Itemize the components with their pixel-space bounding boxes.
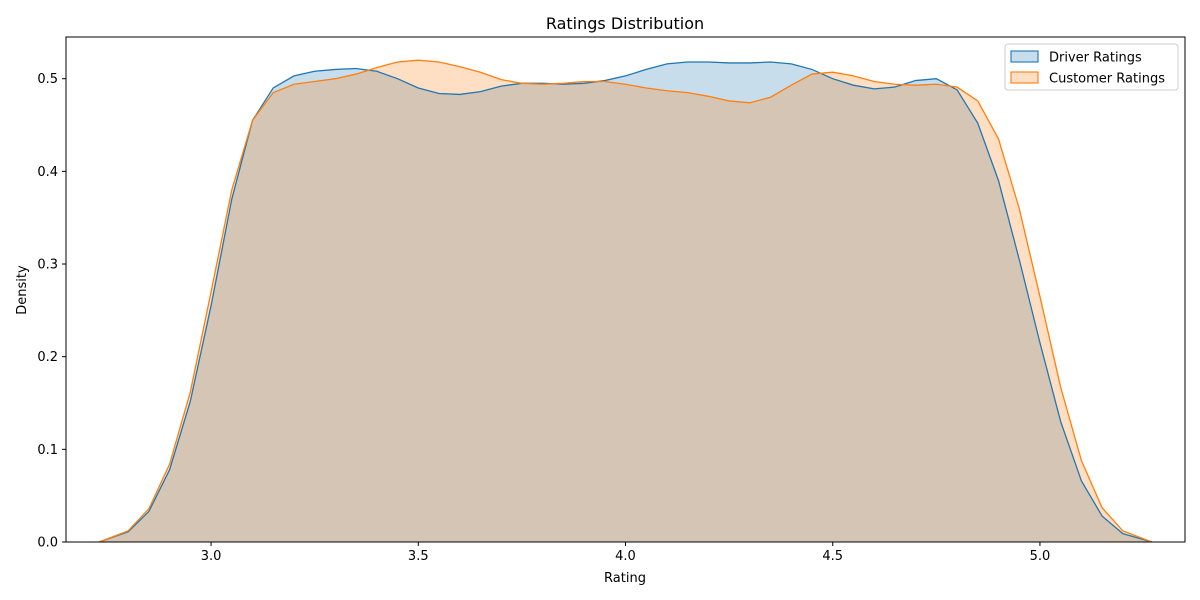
legend-label: Driver Ratings (1049, 51, 1142, 66)
x-tick-label: 4.0 (615, 549, 636, 564)
y-tick-label: 0.3 (37, 258, 58, 273)
series-line-driver-ratings (98, 61, 1153, 543)
series-area-driver-ratings (99, 62, 1152, 543)
y-tick-label: 0.4 (37, 165, 58, 180)
chart-title: Ratings Distribution (546, 14, 704, 33)
y-tick-label: 0.2 (37, 350, 58, 365)
series-area-customer-ratings (99, 60, 1152, 543)
legend-label: Customer Ratings (1049, 72, 1165, 87)
x-tick-label: 3.0 (201, 549, 222, 564)
legend-swatch-customer-ratings (1010, 71, 1039, 84)
x-tick-label: 5.0 (1030, 549, 1051, 564)
x-tick-label: 4.5 (822, 549, 843, 564)
series-line-customer-ratings (98, 59, 1153, 543)
y-tick-label: 0.1 (37, 443, 58, 458)
x-axis-label: Rating (604, 571, 646, 586)
y-axis-label: Density (15, 265, 30, 315)
legend-box (1004, 43, 1179, 91)
x-tick-label: 3.5 (408, 549, 429, 564)
y-tick-label: 0.0 (37, 536, 58, 551)
legend-swatch-driver-ratings (1010, 50, 1039, 63)
y-tick-label: 0.5 (37, 72, 58, 87)
plot-area: 3.0 3.5 4.0 4.5 5.0 0.0 0.1 0.2 0.3 0.4 0.5 Driver … (37, 36, 1186, 564)
